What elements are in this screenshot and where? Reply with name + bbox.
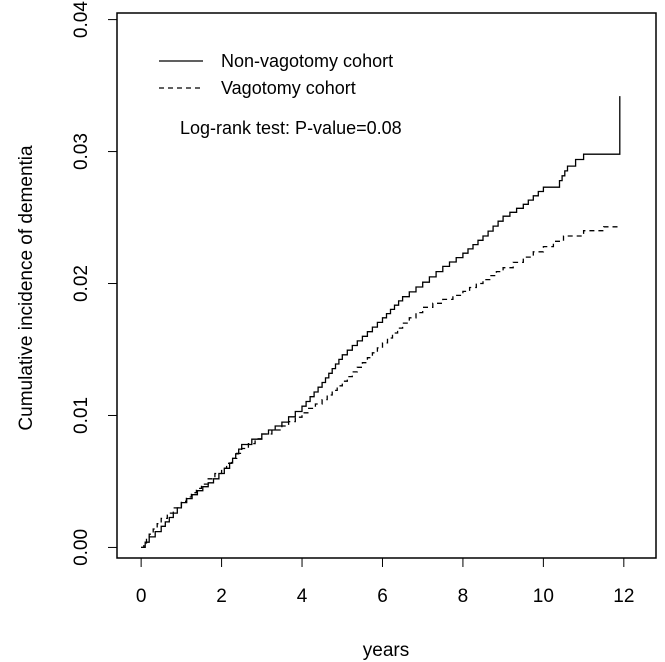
series-line-vagotomy <box>141 226 620 549</box>
x-tick-label: 0 <box>136 586 147 607</box>
x-axis-title: years <box>363 640 409 661</box>
legend: Non-vagotomy cohort Vagotomy cohort <box>159 51 393 98</box>
x-tick-label: 2 <box>216 586 227 607</box>
y-tick-label: 0.02 <box>71 265 92 302</box>
y-tick-label: 0.03 <box>71 133 92 170</box>
series-line-non-vagotomy <box>141 96 621 549</box>
x-axis: 0 2 4 6 8 10 12 <box>136 557 634 607</box>
x-tick-label: 8 <box>458 586 469 607</box>
y-tick-label: 0.04 <box>71 1 92 38</box>
x-tick-label: 6 <box>377 586 388 607</box>
x-tick-label: 10 <box>533 586 554 607</box>
plot-frame <box>116 12 657 559</box>
y-tick-label: 0.00 <box>71 529 92 566</box>
x-tick-label: 12 <box>613 586 634 607</box>
y-axis-title: Cumulative incidence of dementia <box>16 145 37 431</box>
legend-label-vagotomy: Vagotomy cohort <box>221 78 356 98</box>
x-tick-label: 4 <box>297 586 308 607</box>
y-tick-label: 0.01 <box>71 397 92 434</box>
series-layer <box>141 96 621 549</box>
y-axis: 0.00 0.01 0.02 0.03 0.04 <box>71 1 118 566</box>
legend-label-non-vagotomy: Non-vagotomy cohort <box>221 51 393 71</box>
logrank-annotation: Log-rank test: P-value=0.08 <box>180 118 402 138</box>
